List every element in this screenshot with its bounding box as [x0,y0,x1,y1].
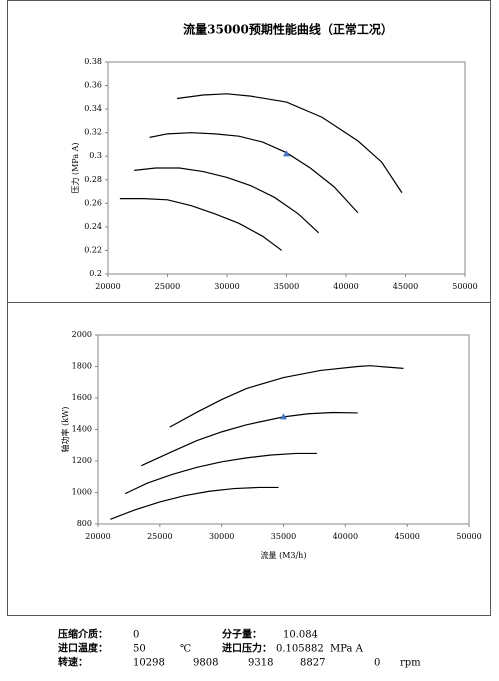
series-line [134,167,320,234]
marker [283,150,290,157]
x-tick-label: 20000 [95,282,120,291]
y-tick-label: 2000 [72,330,92,339]
x-tick-label: 45000 [393,282,418,291]
footer-text: 转速： [58,656,88,669]
y-tick-label: 0.28 [84,175,102,184]
y-tick-label: 0.2 [89,269,102,278]
x-tick-label: 25000 [147,532,172,541]
series-line [169,365,404,428]
y-tick-label: 0.34 [84,104,102,113]
y-tick-label: 0.36 [84,81,102,90]
y-axis-label: 轴功率 (kW) [60,407,70,453]
x-tick-label: 50000 [452,282,477,291]
series-line [176,93,403,194]
x-axis-label: 流量 (M3/h) [261,550,307,560]
marker [280,413,287,420]
footer-text: 进口温度： [58,642,108,655]
plot-area [97,334,470,525]
series-line [141,411,358,467]
footer-text: 分子量： [222,628,262,641]
footer-text: 10.084 [283,630,318,641]
y-tick-label: 800 [77,519,92,528]
y-tick-label: 0.26 [84,198,102,207]
x-tick-label: 40000 [333,532,358,541]
footer-text: 9318 [248,658,273,669]
y-tick-label: 1800 [72,362,92,371]
footer-text: 10298 [133,658,165,669]
x-tick-label: 35000 [274,282,299,291]
footer-text: 8827 [300,658,325,669]
footer-text: ℃ [180,644,191,655]
footer-text: 0.105882 [276,644,324,655]
y-tick-label: 1000 [72,488,92,497]
footer-text: MPa A [330,644,364,655]
series-line [149,132,359,214]
chart-title: 流量35000预期性能曲线（正常工况） [183,22,393,37]
series-line [110,486,279,520]
y-tick-label: 1600 [72,393,92,402]
x-tick-label: 20000 [85,532,110,541]
y-tick-label: 0.24 [84,222,102,231]
y-tick-label: 1400 [72,425,92,434]
x-tick-label: 35000 [271,532,296,541]
footer-text: 压缩介质： [58,628,108,641]
x-tick-label: 30000 [209,532,234,541]
y-tick-label: 1200 [72,456,92,465]
x-tick-label: 40000 [333,282,358,291]
panel-frame [7,302,491,616]
x-tick-label: 50000 [456,532,481,541]
y-tick-label: 0.22 [84,245,102,254]
x-tick-label: 45000 [394,532,419,541]
x-tick-label: 30000 [214,282,239,291]
series-line [119,198,283,251]
y-tick-label: 0.38 [84,57,102,66]
y-axis-label: 压力 (MPa A) [70,142,80,193]
series-line [124,452,317,495]
footer-text: 9808 [193,658,218,669]
y-tick-label: 0.3 [89,151,102,160]
footer-text: 50 [133,644,146,655]
footer-text: 进口压力： [222,642,272,655]
footer-text: rpm [400,658,421,669]
footer-text: 0 [374,658,380,669]
x-tick-label: 25000 [155,282,180,291]
footer-text: 0 [133,630,139,641]
y-tick-label: 0.32 [84,128,102,137]
